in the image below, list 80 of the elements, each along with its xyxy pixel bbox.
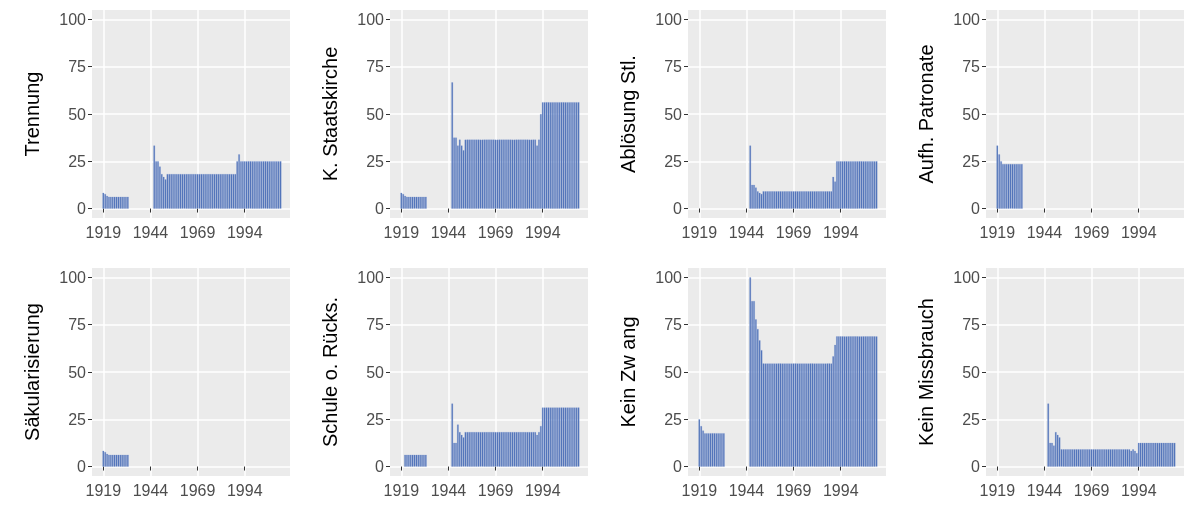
- y-tick-label: 50: [68, 105, 87, 123]
- y-tick-label: 0: [77, 200, 87, 218]
- y-tick-label: 75: [664, 316, 683, 334]
- x-tick-label: 1994: [524, 481, 561, 499]
- y-tick-label: 50: [664, 363, 683, 381]
- y-tick-label: 25: [962, 152, 981, 170]
- y-tick-label: 25: [68, 410, 87, 428]
- y-tick-label: 75: [962, 58, 981, 76]
- y-axis-title: Kein Zw ang: [617, 316, 639, 428]
- x-tick-label: 1969: [477, 223, 514, 241]
- x-tick-label: 1994: [524, 223, 561, 241]
- x-tick-label: 1994: [1120, 223, 1157, 241]
- y-tick-label: 75: [68, 58, 87, 76]
- y-tick-label: 0: [971, 200, 981, 218]
- x-tick-label: 1944: [1026, 223, 1063, 241]
- x-tick-label: 1919: [681, 481, 718, 499]
- x-tick-label: 1919: [681, 223, 718, 241]
- y-tick-label: 100: [59, 10, 87, 28]
- x-tick-label: 1969: [1073, 481, 1110, 499]
- y-tick-label: 100: [953, 10, 981, 28]
- y-tick-label: 50: [962, 363, 981, 381]
- y-tick-label: 0: [673, 458, 683, 476]
- x-tick-label: 1944: [728, 223, 765, 241]
- x-tick-label: 1919: [383, 481, 420, 499]
- x-tick-label: 1969: [179, 481, 216, 499]
- y-axis-title: Kein Missbrauch: [915, 298, 937, 446]
- x-tick-label: 1944: [430, 223, 467, 241]
- x-tick-label: 1944: [430, 481, 467, 499]
- y-tick-label: 25: [664, 410, 683, 428]
- y-tick-label: 75: [68, 316, 87, 334]
- y-tick-label: 25: [962, 410, 981, 428]
- y-axis-title: Ablösung Stl.: [617, 55, 639, 173]
- y-axis-title: Aufh. Patronate: [915, 44, 937, 184]
- x-tick-label: 1969: [775, 223, 812, 241]
- y-tick-label: 100: [655, 268, 683, 286]
- y-tick-label: 0: [375, 200, 385, 218]
- x-tick-label: 1969: [1073, 223, 1110, 241]
- y-axis-title: Schule o. Rücks.: [319, 296, 341, 448]
- y-axis-title: Säkularisierung: [21, 303, 43, 441]
- y-tick-label: 25: [68, 152, 87, 170]
- x-tick-label: 1944: [132, 481, 169, 499]
- x-tick-label: 1969: [775, 481, 812, 499]
- y-tick-label: 50: [68, 363, 87, 381]
- x-tick-label: 1969: [477, 481, 514, 499]
- x-tick-label: 1944: [728, 481, 765, 499]
- y-tick-label: 50: [962, 105, 981, 123]
- x-tick-label: 1994: [822, 481, 859, 499]
- y-tick-label: 100: [357, 268, 385, 286]
- x-tick-label: 1919: [383, 223, 420, 241]
- x-tick-label: 1994: [226, 223, 263, 241]
- y-tick-label: 0: [375, 458, 385, 476]
- x-tick-label: 1994: [822, 223, 859, 241]
- y-tick-label: 75: [664, 58, 683, 76]
- y-tick-label: 100: [655, 10, 683, 28]
- y-tick-label: 0: [971, 458, 981, 476]
- x-tick-label: 1944: [1026, 481, 1063, 499]
- y-tick-label: 25: [366, 152, 385, 170]
- y-tick-label: 100: [357, 10, 385, 28]
- y-tick-label: 50: [366, 363, 385, 381]
- y-tick-label: 0: [673, 200, 683, 218]
- y-tick-label: 50: [366, 105, 385, 123]
- y-tick-label: 50: [664, 105, 683, 123]
- x-tick-label: 1919: [85, 481, 122, 499]
- x-tick-label: 1969: [179, 223, 216, 241]
- y-axis-title: Trennung: [21, 71, 43, 157]
- x-tick-label: 1919: [979, 223, 1016, 241]
- x-tick-label: 1944: [132, 223, 169, 241]
- y-tick-label: 100: [953, 268, 981, 286]
- x-tick-label: 1919: [979, 481, 1016, 499]
- x-tick-label: 1994: [1120, 481, 1157, 499]
- y-tick-label: 75: [962, 316, 981, 334]
- y-tick-label: 75: [366, 316, 385, 334]
- x-tick-label: 1919: [85, 223, 122, 241]
- x-tick-label: 1994: [226, 481, 263, 499]
- y-tick-label: 100: [59, 268, 87, 286]
- y-tick-label: 25: [664, 152, 683, 170]
- y-tick-label: 75: [366, 58, 385, 76]
- y-axis-title: K. Staatskirche: [319, 46, 341, 182]
- y-tick-label: 0: [77, 458, 87, 476]
- y-tick-label: 25: [366, 410, 385, 428]
